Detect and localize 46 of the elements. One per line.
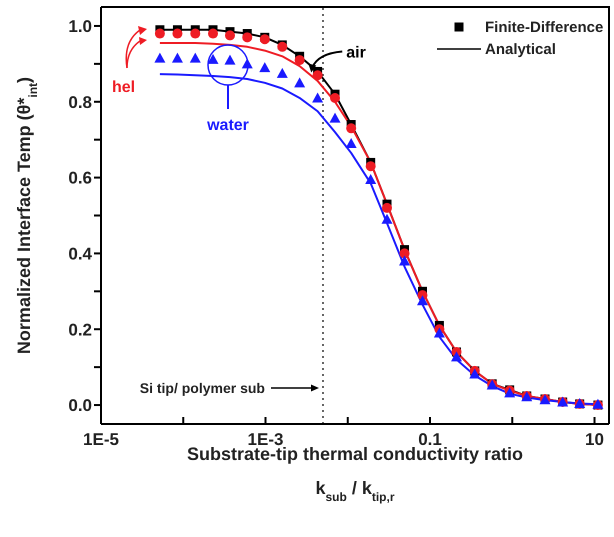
point [346,123,356,134]
y-tick-label: 0.8 [68,92,92,112]
point [294,77,306,88]
legend-label: Analytical [485,41,556,58]
y-tick-label: 0.4 [68,244,93,264]
point [224,30,235,40]
point [366,161,376,172]
y-tick-label: 0.2 [68,320,92,340]
x-tick-label: 1E-5 [83,430,119,450]
point [208,54,219,64]
point [382,202,392,213]
point [172,52,183,63]
point [451,351,462,362]
point [399,255,410,266]
point [330,112,341,123]
point [469,368,480,378]
point [434,328,445,338]
point [190,28,200,39]
y-tick-label: 0.0 [68,396,92,416]
point [382,214,393,224]
point [190,52,201,63]
annotation: water [206,117,249,134]
point [330,92,340,103]
point [312,92,324,102]
point [172,28,182,39]
point [312,70,323,80]
point [154,52,166,63]
point [208,28,218,39]
point [276,68,288,78]
annotation: hel [112,79,136,96]
point [346,138,357,148]
point [277,42,288,52]
y-tick-label: 0.6 [68,168,92,188]
point [400,248,410,258]
legend-label: Finite-Difference [485,19,604,36]
point [259,62,270,72]
point [416,295,428,306]
point [154,28,165,39]
point [260,34,270,44]
annotation: air [346,44,366,62]
x-tick-label: 10 [585,430,604,450]
annotation: Si tip/ polymer sub [140,380,265,396]
point [242,32,252,42]
y-tick-label: 1.0 [68,16,92,36]
point [365,174,376,184]
point [294,55,305,66]
